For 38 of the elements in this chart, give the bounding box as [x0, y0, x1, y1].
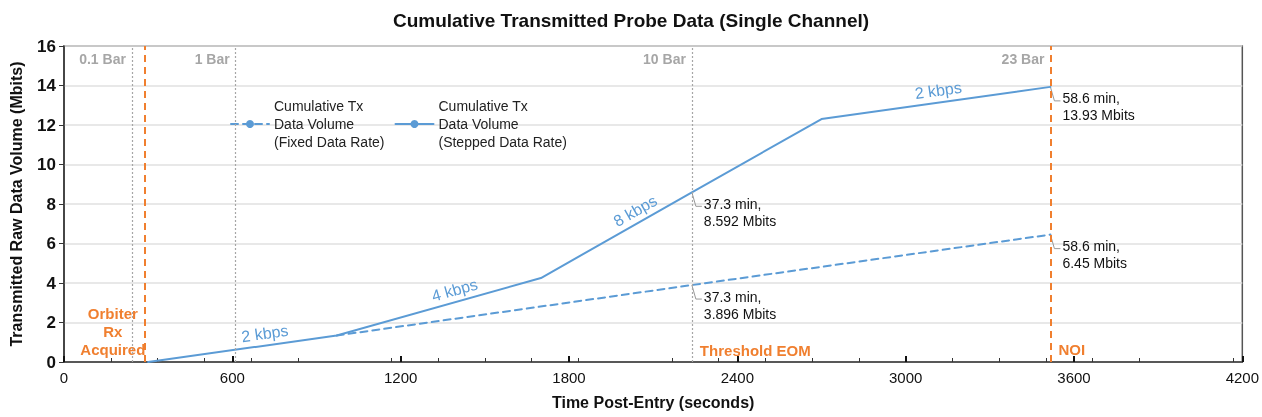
y-tick-label: 10 — [37, 155, 56, 174]
x-tick-label: 600 — [219, 369, 245, 386]
ref-line-label: Orbiter Rx Acquired — [80, 304, 146, 358]
x-tick-label: 3600 — [1057, 369, 1091, 386]
annotation: 8 kbps — [610, 191, 660, 230]
annotation: 2 kbps — [913, 78, 963, 103]
y-tick-label: 12 — [37, 115, 56, 135]
y-tick-label: 14 — [37, 76, 57, 95]
ref-line-label: 1 Bar — [194, 51, 231, 67]
y-tick-label: 6 — [46, 234, 56, 253]
y-tick-label: 2 — [46, 313, 56, 332]
y-tick-label: 16 — [37, 36, 56, 56]
legend-label: Cumulative Tx Data Volume (Fixed Data Rate) — [274, 98, 385, 150]
x-tick-label: 3000 — [888, 369, 923, 386]
line-series — [147, 85, 1052, 363]
annotation: 2 kbps — [240, 321, 290, 346]
annotation: 58.6 min, 6.45 Mbits — [1062, 238, 1128, 272]
y-tick-label: 8 — [46, 194, 56, 214]
y-tick-label: 0 — [46, 352, 56, 372]
annotation: Threshold EOM — [699, 342, 811, 359]
chart-title: Cumulative Transmitted Probe Data (Single Channel) — [392, 10, 870, 31]
y-axis-title: Transmitted Raw Data Volume (Mbits) — [7, 61, 25, 347]
annotation: 37.3 min, 3.896 Mbits — [703, 288, 777, 322]
ref-line-label: 10 Bar — [643, 51, 687, 67]
ref-line-label: NOI — [1058, 340, 1086, 358]
x-tick-label: 0 — [59, 369, 69, 386]
annotation: 4 kbps — [429, 275, 480, 305]
x-tick-label: 4200 — [1225, 369, 1259, 386]
x-tick-label: 1200 — [383, 369, 418, 386]
annotation: 58.6 min, 13.93 Mbits — [1062, 90, 1135, 124]
ref-line-label: 0.1 Bar — [79, 51, 127, 67]
x-tick-label: 2400 — [720, 369, 755, 386]
x-tick-label: 1800 — [552, 369, 586, 386]
legend-label: Cumulative Tx Data Volume (Stepped Data Rate) — [438, 98, 567, 150]
x-axis-title: Time Post-Entry (seconds) — [551, 393, 755, 411]
y-tick-label: 4 — [46, 273, 57, 293]
annotation: 23 Bar — [1001, 51, 1045, 67]
annotation: 37.3 min, 8.592 Mbits — [703, 195, 777, 229]
